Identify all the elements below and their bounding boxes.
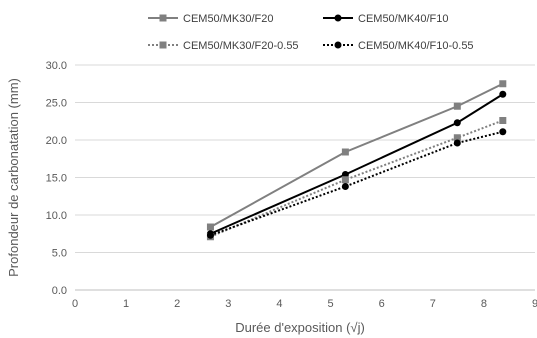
x-tick-labels: 0 1 2 3 4 5 6 7 8 9 xyxy=(72,298,537,310)
data-point xyxy=(341,183,349,190)
series-line xyxy=(210,119,504,238)
x-tick-label: 2 xyxy=(174,298,180,310)
y-tick-label: 5.0 xyxy=(52,248,67,260)
x-tick-label: 1 xyxy=(123,298,129,310)
series xyxy=(206,117,507,241)
x-tick-label: 4 xyxy=(276,298,282,310)
legend-entry: CEM50/MK30/F20-0.55 xyxy=(148,40,299,52)
legend-label: CEM50/MK30/F20 xyxy=(183,13,273,25)
data-point xyxy=(499,117,507,124)
data-point xyxy=(334,41,342,49)
y-tick-labels: 0.0 5.0 10.0 15.0 20.0 25.0 30.0 xyxy=(46,60,67,297)
data-point xyxy=(453,139,461,147)
y-tick-label: 25.0 xyxy=(46,98,67,110)
data-point xyxy=(159,41,167,49)
data-point xyxy=(453,119,461,127)
legend-label: CEM50/MK40/F10 xyxy=(358,13,448,25)
data-point xyxy=(453,134,461,142)
legend-entry: CEM50/MK40/F10 xyxy=(323,13,448,25)
x-tick-label: 6 xyxy=(379,298,385,310)
x-tick-label: 3 xyxy=(225,298,231,310)
data-point xyxy=(499,128,507,136)
x-tick-label: 8 xyxy=(481,298,487,310)
legend: CEM50/MK30/F20 CEM50/MK40/F10 CEM50/MK30/F… xyxy=(148,13,474,52)
y-tick-label: 10.0 xyxy=(46,210,67,222)
data-point xyxy=(499,90,507,98)
x-axis-title: Durée d'exposition (√j) xyxy=(235,320,365,335)
data-point xyxy=(453,102,461,110)
x-tick-label: 0 xyxy=(72,298,78,310)
y-tick-label: 15.0 xyxy=(46,173,67,185)
series xyxy=(206,128,507,239)
series xyxy=(206,80,507,231)
y-axis-title: Profondeur de carbonatation (mm) xyxy=(6,78,21,277)
series-line xyxy=(209,82,504,228)
data-point xyxy=(341,148,349,156)
series-line xyxy=(210,93,504,235)
data-point xyxy=(341,176,349,184)
y-tick-label: 0.0 xyxy=(52,285,67,297)
legend-entry: CEM50/MK30/F20 xyxy=(148,13,273,25)
data-point xyxy=(159,14,167,22)
data-point xyxy=(206,231,214,239)
data-point xyxy=(206,223,214,231)
data-point xyxy=(499,80,507,88)
x-tick-label: 5 xyxy=(327,298,333,310)
y-tick-label: 20.0 xyxy=(46,135,67,147)
legend-label: CEM50/MK40/F10-0.55 xyxy=(358,40,474,52)
series-layer xyxy=(206,80,507,241)
legend-label: CEM50/MK30/F20-0.55 xyxy=(183,40,299,52)
gridlines xyxy=(75,64,535,253)
legend-entry: CEM50/MK40/F10-0.55 xyxy=(323,40,474,52)
data-point xyxy=(334,14,342,22)
y-tick-label: 30.0 xyxy=(46,60,67,72)
x-tick-label: 7 xyxy=(430,298,436,310)
x-tick-label: 9 xyxy=(532,298,537,310)
